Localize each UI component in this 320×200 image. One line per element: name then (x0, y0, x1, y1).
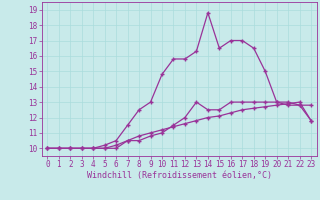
X-axis label: Windchill (Refroidissement éolien,°C): Windchill (Refroidissement éolien,°C) (87, 171, 272, 180)
